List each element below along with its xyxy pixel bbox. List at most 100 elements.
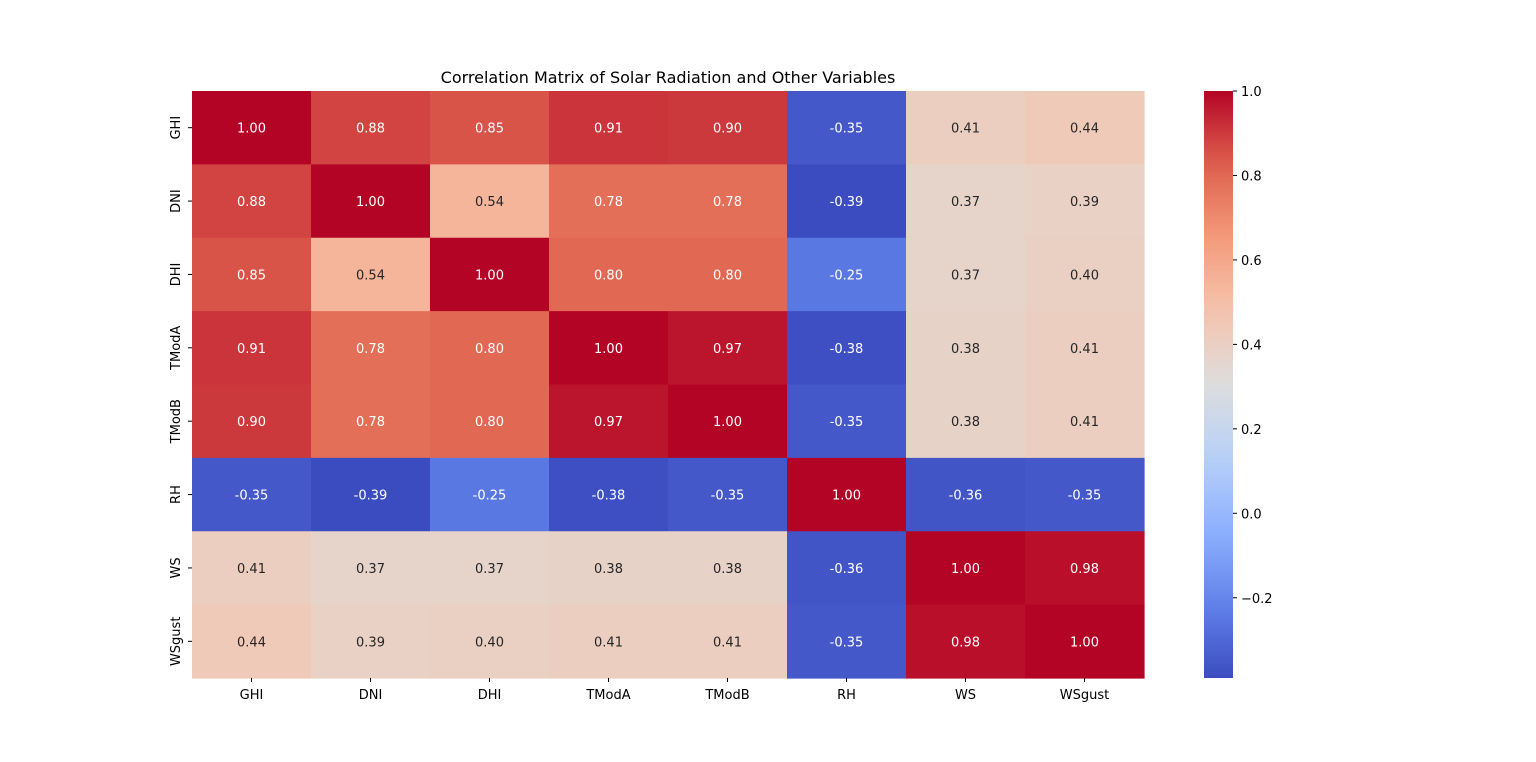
heatmap-cell <box>787 604 907 679</box>
cell-annotation: 0.38 <box>951 342 980 357</box>
heatmap-cell <box>906 531 1026 606</box>
heatmap-cell <box>311 384 431 459</box>
cell-annotation: 0.78 <box>594 195 623 210</box>
heatmap-cell <box>1025 384 1145 459</box>
cell-annotation: -0.35 <box>235 489 269 504</box>
heatmap-cell <box>549 91 669 165</box>
colorbar-tick-label: 0.2 <box>1241 423 1262 438</box>
cell-annotation: 0.78 <box>356 415 385 430</box>
cell-annotation: 1.00 <box>713 415 742 430</box>
cell-annotation: 0.41 <box>713 635 742 650</box>
heatmap-cell <box>906 164 1026 239</box>
heatmap-cell <box>549 164 669 239</box>
cell-annotation: 0.97 <box>594 415 623 430</box>
heatmap-cell <box>192 604 312 679</box>
heatmap-cell <box>1025 311 1145 386</box>
heatmap-cell <box>787 237 907 312</box>
heatmap-cell <box>906 604 1026 679</box>
cell-annotation: 0.98 <box>951 635 980 650</box>
heatmap-cell <box>787 457 907 532</box>
heatmap-cell <box>430 531 550 606</box>
cell-annotation: 0.41 <box>237 562 266 577</box>
heatmap-cell <box>192 164 312 239</box>
y-tick-label: RH <box>169 485 184 504</box>
cell-annotation: 0.85 <box>475 122 504 137</box>
heatmap-cell <box>192 457 312 532</box>
colorbar-tick-label: 0.8 <box>1241 169 1262 184</box>
heatmap-cell <box>787 164 907 239</box>
cell-annotation: 0.97 <box>713 342 742 357</box>
heatmap-cell <box>311 311 431 386</box>
cell-annotation: 0.88 <box>356 122 385 137</box>
cell-annotation: -0.38 <box>592 489 626 504</box>
cell-annotation: -0.35 <box>830 415 864 430</box>
cell-annotation: 0.54 <box>356 268 385 283</box>
cell-annotation: 0.38 <box>594 562 623 577</box>
cell-annotation: 0.39 <box>1070 195 1099 210</box>
cell-annotation: -0.36 <box>949 489 983 504</box>
colorbar-tick-label: 0.6 <box>1241 254 1262 269</box>
cell-annotation: 1.00 <box>475 268 504 283</box>
heatmap-cell <box>430 237 550 312</box>
colorbar-scale <box>1204 91 1233 678</box>
heatmap-cell <box>1025 457 1145 532</box>
heatmap-cell <box>1025 164 1145 239</box>
heatmap-cell <box>311 604 431 679</box>
x-tick-label: TModB <box>704 688 749 703</box>
x-tick-label: WS <box>955 688 976 703</box>
heatmap-cell <box>549 604 669 679</box>
cell-annotation: 0.41 <box>594 635 623 650</box>
cell-annotation: -0.35 <box>830 635 864 650</box>
cell-annotation: 0.37 <box>356 562 385 577</box>
heatmap-cell <box>668 164 788 239</box>
heatmap-cell <box>549 237 669 312</box>
heatmap-cell <box>1025 604 1145 679</box>
heatmap-cell <box>549 311 669 386</box>
heatmap-cell <box>430 91 550 165</box>
heatmap-cell <box>906 384 1026 459</box>
cell-annotation: 0.37 <box>475 562 504 577</box>
cell-annotation: 0.98 <box>1070 562 1099 577</box>
heatmap-cell <box>192 311 312 386</box>
heatmap-cell <box>787 91 907 165</box>
chart-title: Correlation Matrix of Solar Radiation an… <box>441 68 896 87</box>
heatmap-cell <box>311 531 431 606</box>
y-tick-label: TModA <box>169 326 184 371</box>
x-tick-label: WSgust <box>1060 688 1109 703</box>
cell-annotation: 0.78 <box>713 195 742 210</box>
heatmap-cell <box>787 384 907 459</box>
cell-annotation: -0.35 <box>830 122 864 137</box>
cell-annotation: 0.80 <box>475 342 504 357</box>
heatmap-cell <box>311 164 431 239</box>
heatmap-cell <box>430 604 550 679</box>
cell-annotation: 1.00 <box>832 489 861 504</box>
cell-annotation: 1.00 <box>1070 635 1099 650</box>
heatmap-cell <box>668 311 788 386</box>
cell-annotation: 0.41 <box>1070 342 1099 357</box>
heatmap-cell <box>906 311 1026 386</box>
heatmap-cell <box>430 164 550 239</box>
heatmap-cell <box>906 91 1026 165</box>
heatmap-cell <box>311 91 431 165</box>
cell-annotation: -0.38 <box>830 342 864 357</box>
heatmap-cells <box>192 91 1145 679</box>
cell-annotation: 0.44 <box>1070 122 1099 137</box>
cell-annotation: 0.91 <box>237 342 266 357</box>
heatmap-cell <box>1025 237 1145 312</box>
cell-annotation: 0.44 <box>237 635 266 650</box>
cell-annotation: 1.00 <box>356 195 385 210</box>
cell-annotation: 0.37 <box>951 268 980 283</box>
heatmap-cell <box>430 384 550 459</box>
colorbar-tick-label: 1.0 <box>1241 85 1262 100</box>
cell-annotation: 0.90 <box>237 415 266 430</box>
cell-annotation: 0.80 <box>594 268 623 283</box>
y-tick-label: GHI <box>169 116 184 140</box>
heatmap-cell <box>549 457 669 532</box>
y-tick-label: WSgust <box>169 617 184 666</box>
cell-annotation: -0.35 <box>1068 489 1102 504</box>
heatmap-cell <box>668 604 788 679</box>
cell-annotation: 1.00 <box>594 342 623 357</box>
cell-annotation: 0.54 <box>475 195 504 210</box>
cell-annotation: 0.37 <box>951 195 980 210</box>
